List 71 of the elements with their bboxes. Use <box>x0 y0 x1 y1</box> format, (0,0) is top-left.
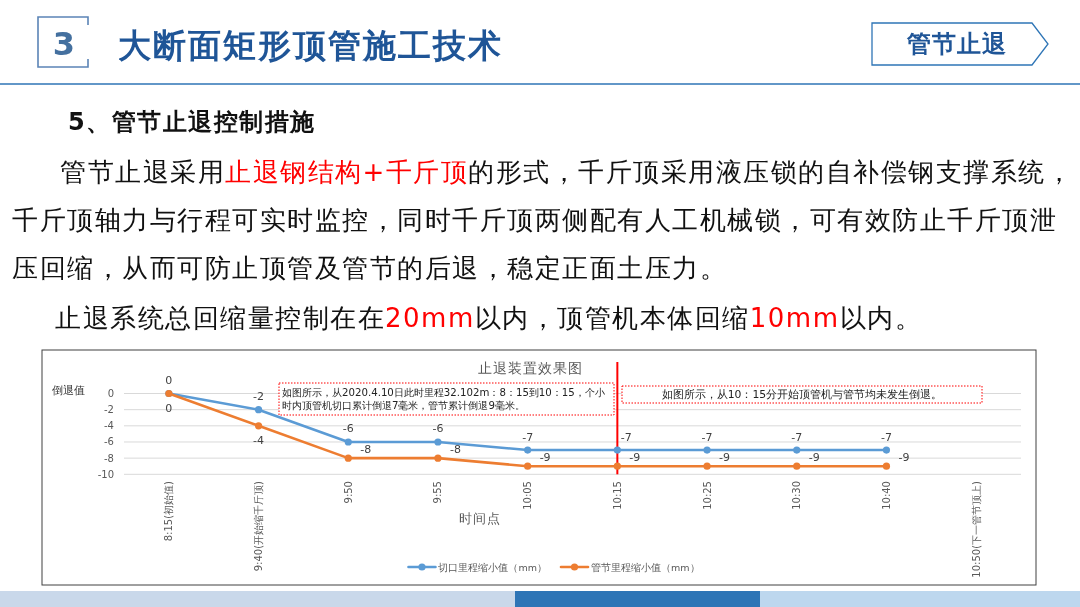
x-tick-label: 10:50(下一管节顶上) <box>970 480 982 578</box>
data-label: -4 <box>253 434 265 448</box>
text: 10mm <box>749 303 840 333</box>
x-tick-label: 9:50 <box>342 481 354 504</box>
point <box>524 462 532 470</box>
data-label: -6 <box>432 422 444 436</box>
y-tick-label: -8 <box>104 452 114 464</box>
x-tick-label: 10:30 <box>791 481 803 510</box>
point <box>434 454 442 462</box>
data-label: -9 <box>719 450 731 464</box>
chart-title: 止退装置效果图 <box>477 360 583 376</box>
point <box>613 446 621 454</box>
data-label: -7 <box>522 430 534 444</box>
x-tick-label: 9:55 <box>432 481 444 504</box>
y-tick-label: -6 <box>104 436 114 448</box>
data-label: -6 <box>342 422 354 436</box>
text: 大断面矩形顶管施工技术 <box>118 25 503 65</box>
data-label: -8 <box>360 442 372 456</box>
point <box>524 446 532 454</box>
y-tick-label: 0 <box>107 388 114 399</box>
x-tick-label: 8:15(初始值) <box>163 480 175 542</box>
text: 以内。 <box>839 303 922 333</box>
point <box>703 446 711 454</box>
y-tick-label: -4 <box>104 420 114 432</box>
annotation: 如图所示，从2020.4.10日此时里程32.102m：8：15到10：15，个小时内顶管机切口累计倒退7毫米，管节累计倒退9毫米。 <box>282 386 605 412</box>
text: 止退钢结构+千斤顶 <box>225 157 469 187</box>
point <box>882 462 891 470</box>
legend-label: 切口里程缩小值（mm） <box>438 561 547 573</box>
data-label: -7 <box>701 430 713 444</box>
text: 管节止退采用 <box>60 157 225 187</box>
data-label: -7 <box>791 430 803 444</box>
x-axis-title: 时间点 <box>459 510 501 526</box>
text: 止退系统总回缩量控制在在 <box>55 303 385 333</box>
x-tick-label: 10:25 <box>701 481 713 510</box>
text: 20mm <box>385 303 475 333</box>
data-label: -2 <box>253 390 265 404</box>
y-tick-label: -2 <box>104 404 114 416</box>
data-label: -9 <box>808 450 820 464</box>
text: 管节止退 <box>906 30 1007 58</box>
point <box>254 406 263 414</box>
y-tick-label: -10 <box>97 468 114 480</box>
data-label: -9 <box>539 450 551 464</box>
x-tick-label: 10:40 <box>880 481 892 510</box>
data-label: -7 <box>880 430 892 444</box>
point <box>703 462 711 470</box>
point <box>434 438 442 446</box>
point <box>793 462 801 470</box>
data-label: 0 <box>165 402 173 415</box>
x-tick-label: 10:05 <box>522 481 534 510</box>
data-label: 0 <box>165 374 173 387</box>
point <box>793 446 801 454</box>
text: 以内，顶管机本体回缩 <box>474 303 750 333</box>
point <box>613 462 621 470</box>
x-tick-label: 9:40(开始缩千斤顶) <box>253 480 265 572</box>
text: 的形式，千斤顶采用液压锁的自补偿钢支撑系统， <box>468 157 1074 187</box>
legend-label: 管节里程缩小值（mm） <box>591 561 700 573</box>
point <box>882 446 891 454</box>
data-label: -8 <box>449 442 461 456</box>
x-tick-label: 10:15 <box>611 481 623 510</box>
text: 3 <box>52 25 76 63</box>
point <box>254 422 263 430</box>
data-label: -7 <box>620 430 632 444</box>
point <box>344 454 352 462</box>
annotation: 如图所示，从10：15分开始顶管机与管节均未发生倒退。 <box>661 388 943 401</box>
data-label: -9 <box>898 450 910 464</box>
text: 5、管节止退控制措施 <box>68 108 316 136</box>
point <box>344 438 352 446</box>
text: 压回缩，从而可防止顶管及管节的后退，稳定正面土压力。 <box>12 253 727 283</box>
data-label: -9 <box>629 450 641 464</box>
y-axis-title: 倒退值 <box>52 383 85 397</box>
text: 千斤顶轴力与行程可实时监控，同时千斤顶两侧配有人工机械锁，可有效防止千斤顶泄 <box>12 205 1057 235</box>
